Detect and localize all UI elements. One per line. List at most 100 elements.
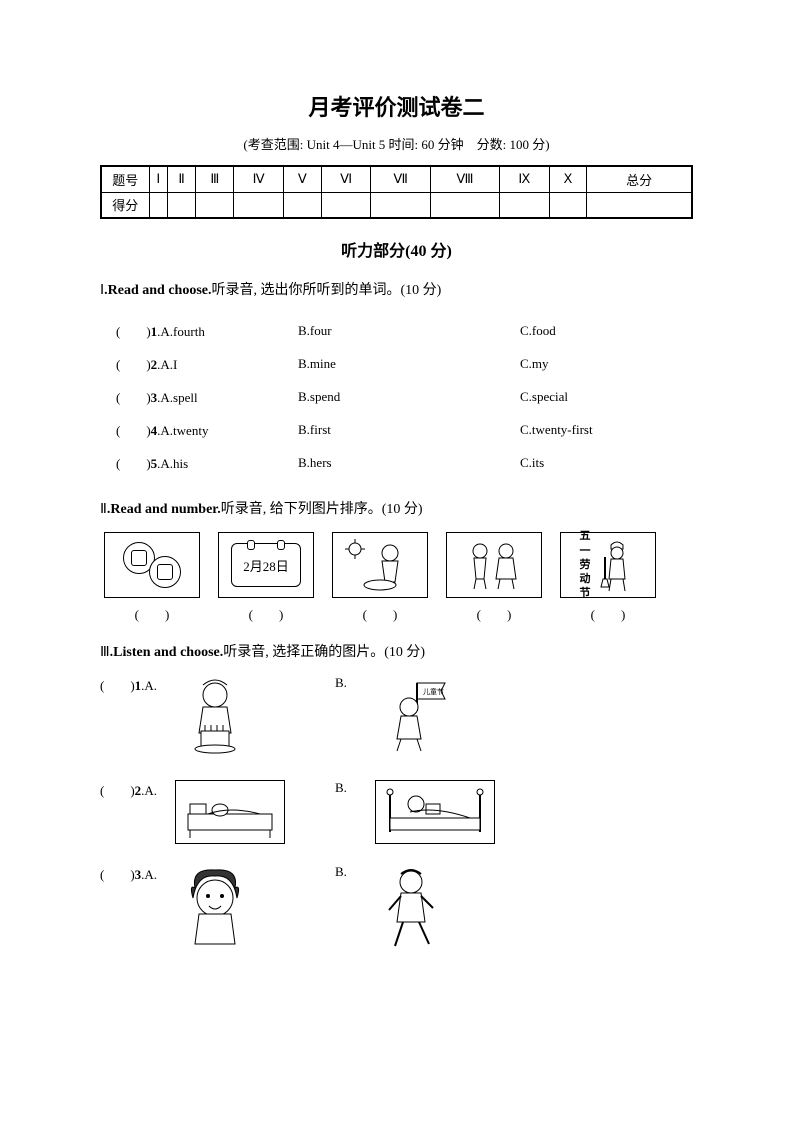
score-cell[interactable] (549, 192, 587, 218)
cooking-icon (340, 537, 420, 593)
header-cell: Ⅳ (234, 166, 284, 192)
opt-a: .A.I (157, 357, 177, 372)
opt-a: .A.his (157, 456, 188, 471)
answer-blank[interactable]: ( ) (116, 423, 151, 438)
header-cell: Ⅱ (167, 166, 195, 192)
opt-a-label: .A. (141, 867, 157, 882)
table-row: 题号 Ⅰ Ⅱ Ⅲ Ⅳ Ⅴ Ⅵ Ⅶ Ⅷ Ⅸ Ⅹ 总分 (101, 166, 692, 192)
q3-item-2: ( )2.A. B. (100, 780, 693, 844)
table-row: 得分 (101, 192, 692, 218)
q1-heading: Ⅰ.Read and choose.听录音, 选出你所听到的单词。(10 分) (100, 279, 693, 299)
q1-choices: ( )1.A.fourth B.four C.food ( )2.A.I B.m… (114, 313, 707, 480)
calendar-icon: 2月28日 (231, 543, 301, 587)
heading-text: 听录音, 选择正确的图片。(10 分) (223, 645, 425, 660)
labor-char: 节 (580, 586, 591, 600)
choice-row: ( )5.A.his B.hers C.its (116, 447, 705, 478)
score-table: 题号 Ⅰ Ⅱ Ⅲ Ⅳ Ⅴ Ⅵ Ⅶ Ⅷ Ⅸ Ⅹ 总分 得分 (100, 165, 693, 219)
opt-b: B.first (298, 414, 518, 445)
answer-blank[interactable]: ( ) (104, 604, 200, 623)
opt-a: .A.fourth (157, 324, 205, 339)
section-title: 听力部分(40 分) (100, 237, 693, 261)
header-cell: 题号 (101, 166, 149, 192)
mooncake-icon (149, 556, 181, 588)
header-cell: Ⅷ (430, 166, 499, 192)
opt-c: C.special (520, 381, 705, 412)
answer-blank[interactable]: ( ) (560, 604, 656, 623)
score-cell[interactable] (149, 192, 167, 218)
score-cell[interactable] (371, 192, 430, 218)
answer-blank[interactable]: ( ) (116, 390, 151, 405)
labor-day-image: 五 一 劳 动 节 (560, 532, 656, 598)
header-cell: 总分 (587, 166, 692, 192)
opt-b: B.hers (298, 447, 518, 478)
heading-bold: .Read and choose. (104, 283, 211, 298)
answer-blank[interactable]: ( ) (100, 783, 135, 798)
choice-row: ( )4.A.twenty B.first C.twenty-first (116, 414, 705, 445)
opt-b-label: B. (335, 675, 375, 760)
answer-blank[interactable]: ( ) (100, 678, 135, 693)
children-icon (454, 537, 534, 593)
answer-blank[interactable]: ( ) (446, 604, 542, 623)
opt-b-label: B. (335, 864, 375, 959)
header-cell: Ⅰ (149, 166, 167, 192)
worker-icon (597, 537, 637, 593)
heading-text: 听录音, 选出你所听到的单词。(10 分) (212, 283, 442, 298)
q3-item-1: ( )1.A. B. 儿童节 (100, 675, 693, 760)
calendar-image: 2月28日 (218, 532, 314, 598)
choice-row: ( )1.A.fourth B.four C.food (116, 315, 705, 346)
opt-a: .A.twenty (157, 423, 208, 438)
page-title: 月考评价测试卷二 (100, 90, 693, 122)
score-label-cell: 得分 (101, 192, 149, 218)
score-cell[interactable] (587, 192, 692, 218)
header-cell: Ⅹ (549, 166, 587, 192)
score-cell[interactable] (167, 192, 195, 218)
answer-blank[interactable]: ( ) (100, 867, 135, 882)
q2-captions: ( ) ( ) ( ) ( ) ( ) (104, 604, 693, 623)
header-cell: Ⅴ (283, 166, 321, 192)
mooncakes-image (104, 532, 200, 598)
sleeping-icon (180, 784, 280, 840)
score-cell[interactable] (321, 192, 371, 218)
heading-bold: .Listen and choose. (110, 645, 224, 660)
roman-numeral: Ⅲ (100, 645, 110, 660)
roman-numeral: Ⅱ (100, 502, 107, 517)
q3-item-3: ( )3.A. B. (100, 864, 693, 959)
heading-text: 听录音, 给下列图片排序。(10 分) (221, 502, 423, 517)
choice-row: ( )3.A.spell B.spend C.special (116, 381, 705, 412)
labor-text: 五 一 劳 动 节 (580, 529, 591, 600)
opt-a: .A.spell (157, 390, 197, 405)
reading-bed-icon (380, 784, 490, 840)
answer-blank[interactable]: ( ) (332, 604, 428, 623)
opt-b: B.spend (298, 381, 518, 412)
children-image (446, 532, 542, 598)
child-flag-icon: 儿童节 (375, 675, 455, 755)
score-cell[interactable] (430, 192, 499, 218)
score-cell[interactable] (283, 192, 321, 218)
labor-char: 一 (580, 544, 591, 558)
choice-row: ( )2.A.I B.mine C.my (116, 348, 705, 379)
answer-blank[interactable]: ( ) (116, 357, 151, 372)
score-cell[interactable] (234, 192, 284, 218)
answer-blank[interactable]: ( ) (116, 456, 151, 471)
q2-heading: Ⅱ.Read and number.听录音, 给下列图片排序。(10 分) (100, 498, 693, 518)
score-cell[interactable] (196, 192, 234, 218)
opt-c: C.twenty-first (520, 414, 705, 445)
labor-char: 劳 (580, 558, 591, 572)
birthday-cake-icon (175, 675, 255, 755)
header-cell: Ⅶ (371, 166, 430, 192)
opt-c: C.my (520, 348, 705, 379)
labor-char: 动 (580, 572, 591, 586)
opt-a-label: .A. (141, 783, 157, 798)
opt-b: B.four (298, 315, 518, 346)
header-cell: Ⅸ (500, 166, 549, 192)
header-cell: Ⅲ (196, 166, 234, 192)
heading-bold: .Read and number. (107, 502, 221, 517)
girl-face-icon (175, 864, 255, 954)
opt-b-label: B. (335, 780, 375, 844)
opt-b: B.mine (298, 348, 518, 379)
score-cell[interactable] (500, 192, 549, 218)
q2-images: 2月28日 五 一 劳 动 节 (104, 532, 693, 598)
header-cell: Ⅵ (321, 166, 371, 192)
answer-blank[interactable]: ( ) (116, 324, 151, 339)
answer-blank[interactable]: ( ) (218, 604, 314, 623)
